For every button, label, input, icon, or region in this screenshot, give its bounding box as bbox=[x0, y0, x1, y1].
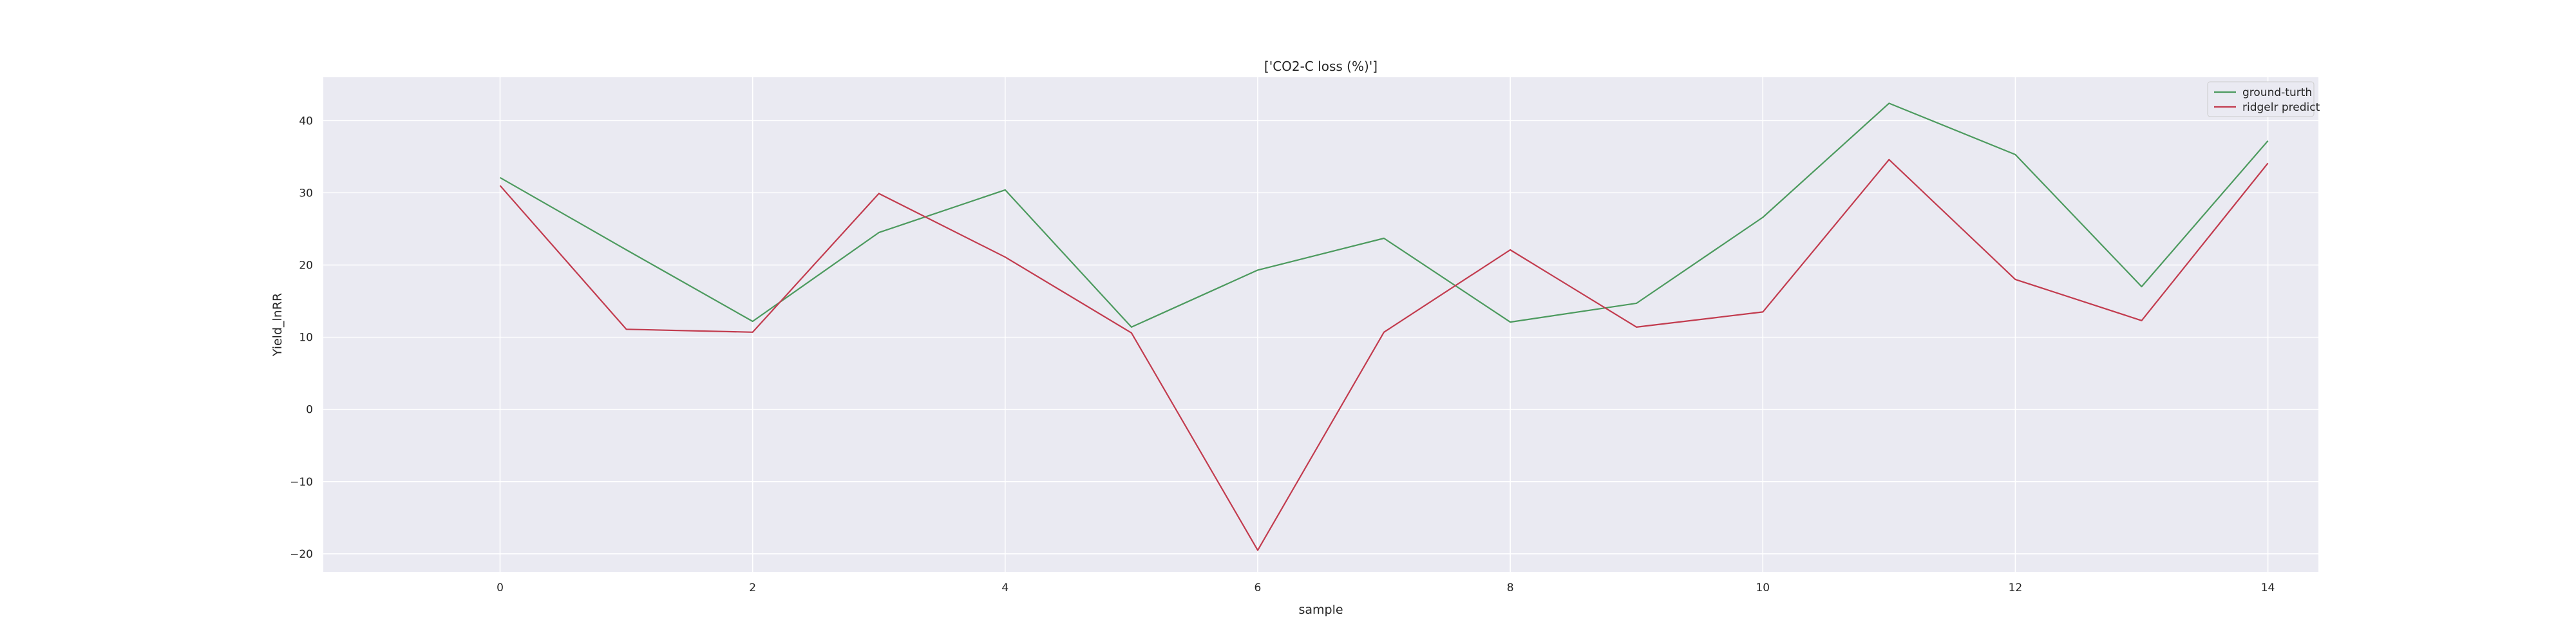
x-tick-label: 0 bbox=[497, 582, 504, 594]
x-tick-label: 6 bbox=[1255, 582, 1262, 594]
x-axis-label: sample bbox=[1298, 603, 1343, 617]
series-line-ground-turth bbox=[499, 102, 2269, 328]
y-tick-label: 10 bbox=[299, 332, 313, 345]
legend-label: ground-turth bbox=[2242, 86, 2312, 99]
x-tick-label: 10 bbox=[1756, 582, 1770, 594]
x-tick-label: 2 bbox=[749, 582, 756, 594]
y-tick-label: −20 bbox=[290, 548, 313, 561]
series-line-ridgelr-predict bbox=[499, 158, 2269, 551]
y-axis-ticks: −20 −10 0 10 20 30 40 bbox=[290, 115, 313, 561]
x-tick-label: 12 bbox=[2009, 582, 2023, 594]
plot-background bbox=[323, 77, 2318, 572]
y-tick-label: 20 bbox=[299, 260, 313, 272]
y-tick-label: 30 bbox=[299, 187, 313, 200]
y-tick-label: 40 bbox=[299, 115, 313, 128]
x-tick-label: 8 bbox=[1507, 582, 1514, 594]
y-tick-label: 0 bbox=[306, 404, 313, 417]
legend: ground-turth ridgelr predict bbox=[2207, 81, 2320, 117]
x-axis-ticks: 0 2 4 6 8 10 12 14 bbox=[497, 582, 2275, 594]
x-tick-label: 4 bbox=[1001, 582, 1009, 594]
series-lines bbox=[499, 102, 2269, 551]
y-axis-label: Yield_lnRR bbox=[270, 293, 285, 357]
legend-frame bbox=[2207, 81, 2315, 117]
chart-title: ['CO2-C loss (%)'] bbox=[1264, 59, 1378, 74]
x-tick-label: 14 bbox=[2261, 582, 2275, 594]
legend-label: ridgelr predict bbox=[2242, 101, 2320, 114]
y-tick-label: −10 bbox=[290, 476, 313, 489]
grid bbox=[323, 77, 2318, 572]
